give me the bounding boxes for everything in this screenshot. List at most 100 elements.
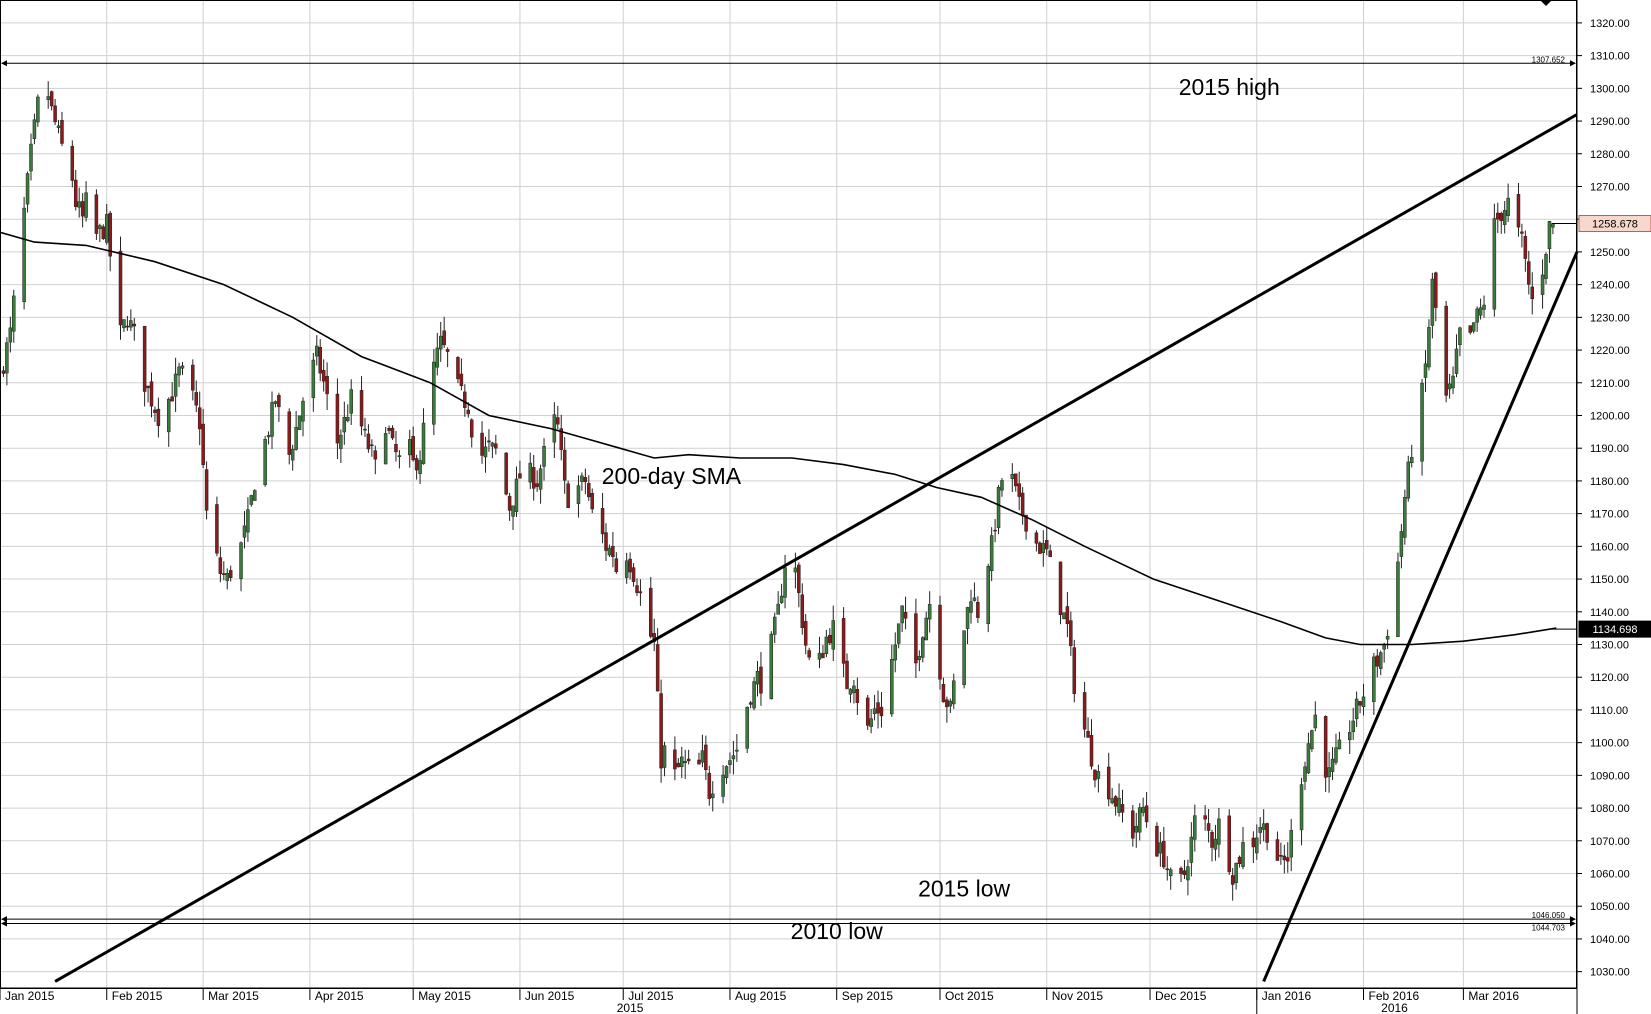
year-label: 2016 [1381,1001,1408,1014]
candle-body [1065,606,1070,624]
candle-body [373,450,378,460]
candle-body [1337,739,1342,750]
candle-body [1544,254,1548,279]
candle-body [1203,815,1207,820]
candle-body [1162,840,1166,868]
candle-body [1358,701,1362,706]
candle-body [156,408,161,426]
candle-body [996,486,1001,529]
y-tick-label: 1280.00 [1590,149,1630,161]
candle-body [46,96,50,100]
candle-body [32,119,37,139]
candle-body [1361,696,1366,707]
arrow-right-icon [1570,60,1576,67]
candle-body [466,409,471,415]
candle-body [945,699,949,708]
candle-body [1010,473,1015,479]
candle-body [435,347,440,368]
candle-body [363,428,367,431]
level-label: 1046.050 [1532,911,1566,920]
y-tick-label: 1310.00 [1590,51,1630,63]
candle-body [290,448,295,461]
candle-body [965,607,970,629]
candle-body [917,656,922,660]
year-label: 2015 [617,1001,644,1014]
candle-body [414,458,419,471]
candle-body [1502,210,1507,225]
candle-body [772,616,777,635]
level-label: 1307.652 [1532,55,1566,64]
candle-body [604,532,608,551]
candle-body [394,444,398,453]
candle-body [1137,807,1142,833]
candle-body [576,485,581,504]
candle-body [1279,854,1283,857]
candle-body [253,490,257,501]
candle-body [125,325,130,328]
candle-body [507,495,512,511]
candle-body [490,442,495,447]
candle-body [1182,870,1187,875]
candle-body [590,493,594,510]
candle-body [94,194,99,234]
annotation-text: 2010 low [791,918,883,944]
candle-body [1540,274,1545,295]
candle-body [1131,810,1135,839]
arrow-left-icon [1,916,7,923]
candle-body [118,250,123,326]
candle-body [1206,823,1211,831]
candle-body [921,637,925,658]
candle-body [986,566,990,625]
grid-lines [0,0,1577,988]
candle-body [580,475,584,482]
candle-body [659,693,663,769]
candle-body [748,702,753,705]
candle-body [631,567,636,582]
candle-body [514,478,519,513]
candle-body [865,697,870,726]
candle-body [680,756,684,767]
candle-body [239,542,243,579]
candle-body [552,414,557,443]
candle-body [893,644,897,661]
candle-body [1234,862,1238,884]
candle-body [927,604,932,620]
x-tick-label: Feb 2016 [1369,989,1420,1003]
candle-body [903,611,908,619]
candle-body [807,650,811,658]
candle-body [77,201,81,208]
candle-body [191,364,195,391]
candle-body [607,547,612,556]
candle-body [662,745,667,768]
x-tick-label: Sep 2015 [842,989,894,1003]
candle-body [1530,286,1534,300]
candle-body [463,391,467,408]
y-tick-label: 1320.00 [1590,18,1630,30]
x-tick-label: Jul 2015 [628,989,674,1003]
arrow-right-icon [1570,916,1576,923]
candle-body [504,452,508,495]
candle-body [976,601,980,618]
x-tick-label: Oct 2015 [945,989,994,1003]
horizontal-levels: 1307.652 1046.050 1044.703 [1,55,1576,933]
candlesticks [1,81,1555,901]
candle-body [721,774,725,797]
candle-body [628,558,632,573]
candle-body [480,432,484,456]
candle-body [848,688,853,695]
candle-body [1217,818,1221,845]
candle-body [1454,348,1459,374]
candle-body [1399,531,1404,557]
candle-body [49,91,54,107]
candle-body [855,688,860,703]
candle-body [1282,855,1287,861]
candle-body [745,706,749,749]
y-tick-label: 1250.00 [1590,247,1630,259]
candle-body [487,440,491,443]
candle-body [1423,363,1428,378]
candle-body [1385,636,1390,640]
annotations: 2015 high 200-day SMA 2015 low 2010 low [602,74,1280,944]
candle-body [1241,842,1245,867]
candle-body [821,653,825,659]
